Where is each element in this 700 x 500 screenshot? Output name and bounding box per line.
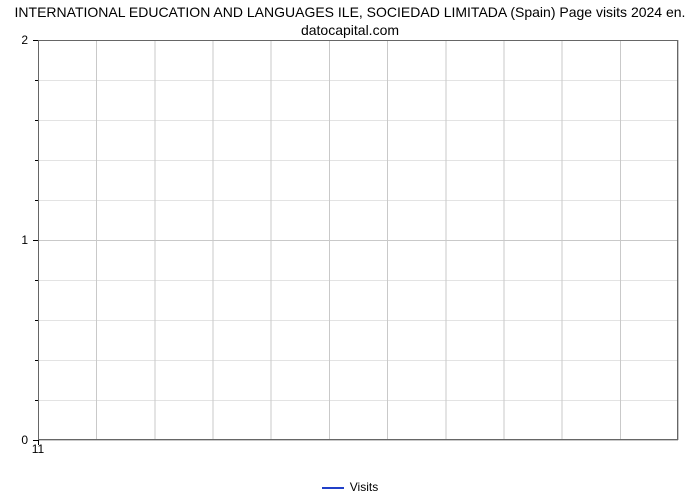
x-axis-labels: 11	[38, 442, 678, 462]
legend-line-icon	[322, 487, 344, 489]
y-tick-label: 2	[21, 33, 28, 47]
legend: Visits	[0, 480, 700, 494]
legend-label: Visits	[350, 480, 378, 494]
major-horizontal-grid	[38, 41, 678, 441]
chart-container: INTERNATIONAL EDUCATION AND LANGUAGES IL…	[0, 0, 700, 500]
plot-area	[38, 40, 678, 440]
x-tick-label: 11	[32, 442, 44, 456]
chart-title-line2: datocapital.com	[301, 22, 399, 38]
plot-svg	[38, 40, 678, 440]
chart-title-line1: INTERNATIONAL EDUCATION AND LANGUAGES IL…	[15, 4, 686, 20]
y-axis-labels: 0 1 2	[0, 40, 34, 440]
y-tick-label: 0	[21, 433, 28, 447]
chart-title: INTERNATIONAL EDUCATION AND LANGUAGES IL…	[0, 0, 700, 39]
y-tick-label: 1	[21, 233, 28, 247]
